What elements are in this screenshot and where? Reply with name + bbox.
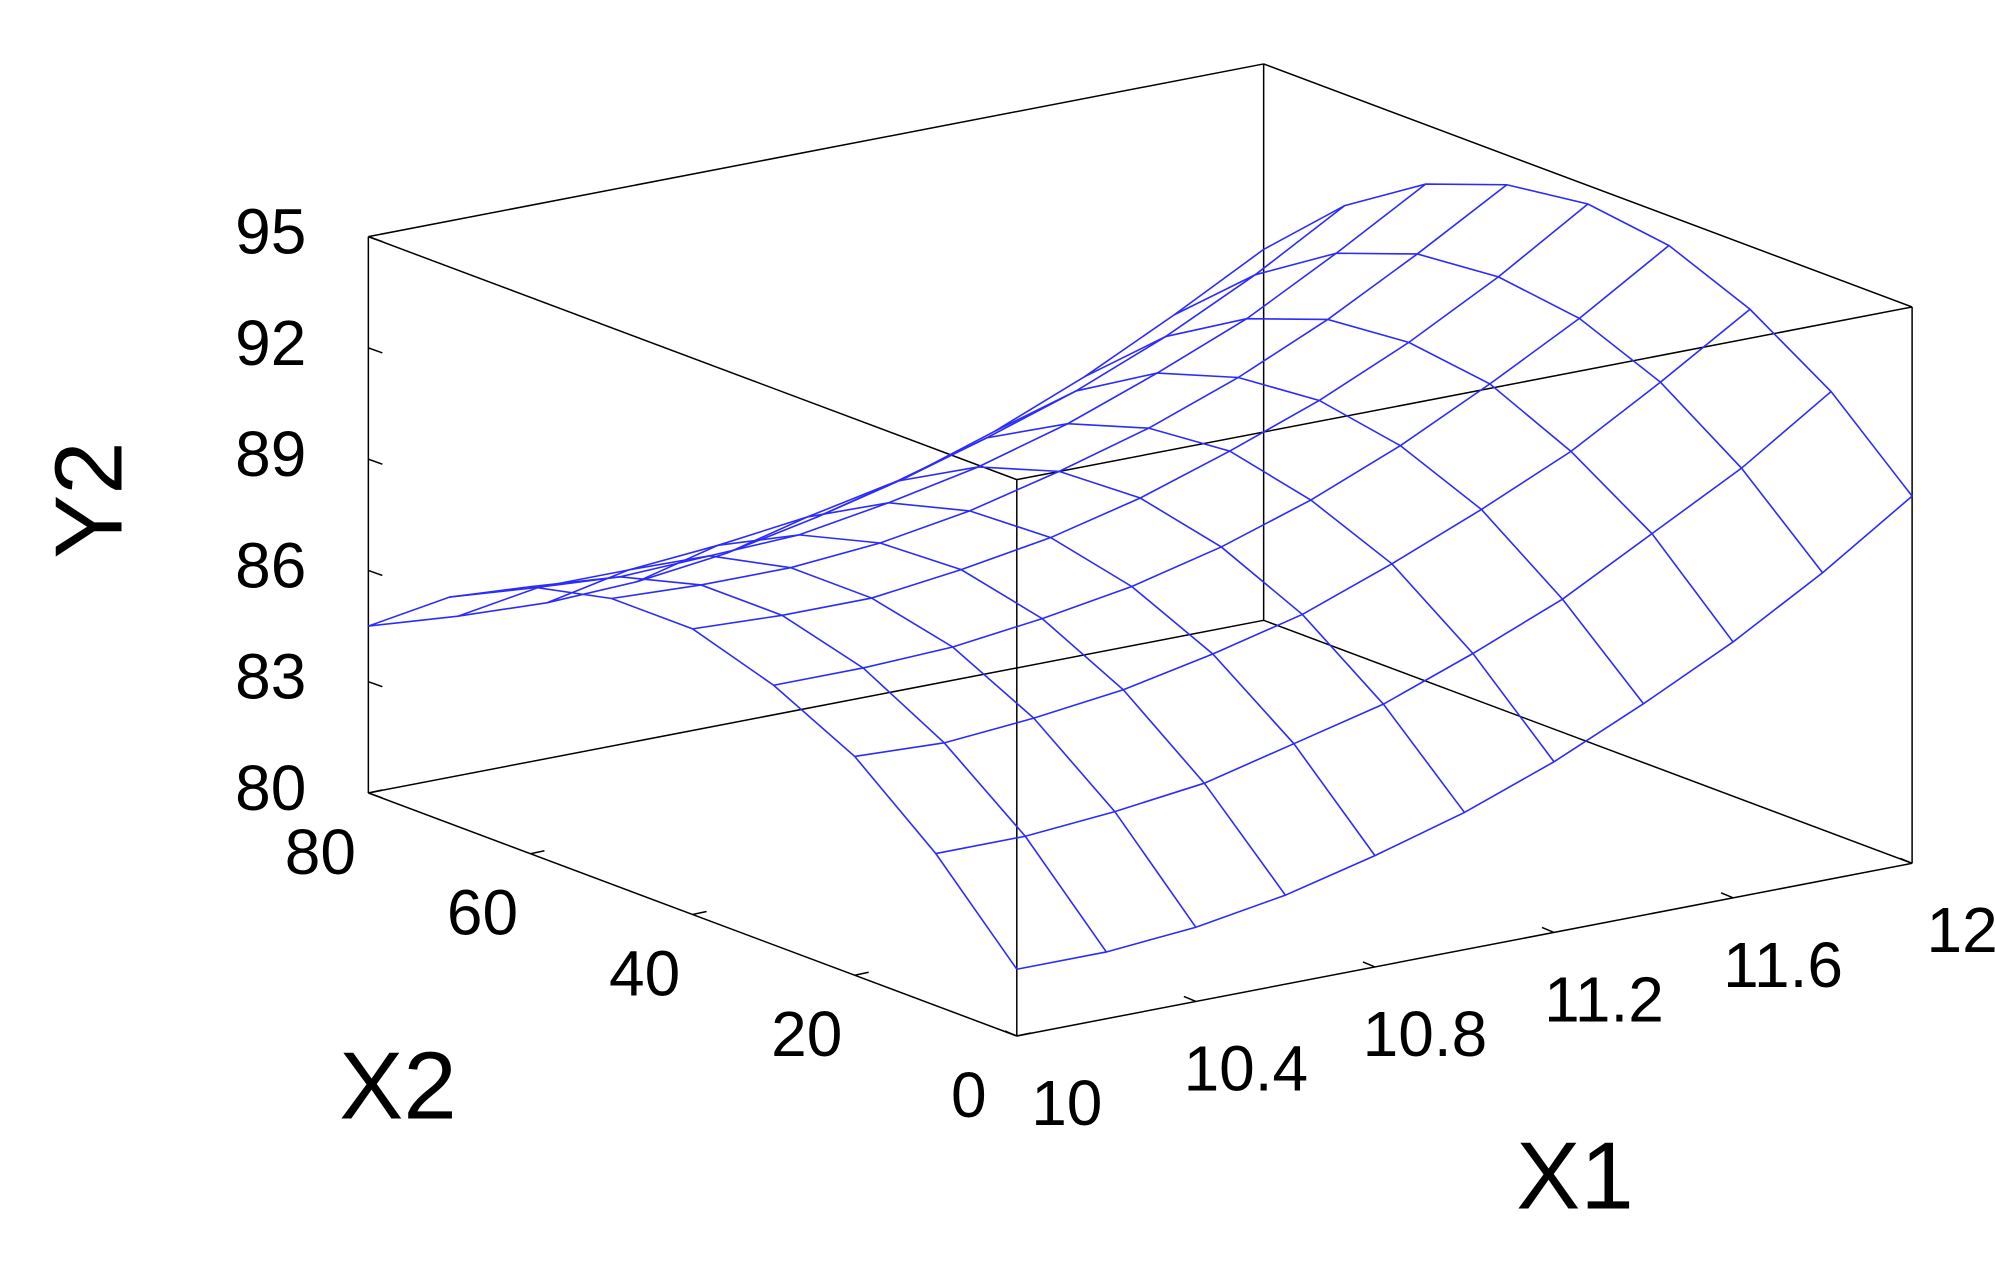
y-tick-label: 80 [285, 816, 356, 888]
surface-column [815, 466, 1466, 813]
x-tick-label: 11.2 [1544, 963, 1664, 1035]
z-axis-title: Y2 [35, 441, 142, 558]
x-tick-label: 12 [1927, 894, 1995, 966]
y-tick-label: 60 [447, 877, 518, 949]
surface-row [854, 308, 1751, 758]
x-tick [1362, 961, 1376, 968]
z-tick-label: 92 [235, 307, 306, 379]
x-tick [1004, 1030, 1018, 1037]
surface-row [449, 204, 1346, 598]
box-edges [367, 63, 1913, 1037]
y-tick-label: 40 [609, 937, 680, 1009]
surface-row [935, 390, 1832, 855]
surface-row [1016, 495, 1913, 971]
z-tick-label: 86 [235, 529, 306, 601]
y-tick [1016, 1032, 1031, 1037]
z-tick-label: 89 [235, 418, 306, 490]
surface-column [368, 585, 1018, 970]
y-axis-title: X2 [339, 1032, 456, 1139]
surface-column [994, 372, 1645, 705]
y-tick [530, 849, 545, 855]
surface-column [726, 501, 1376, 857]
x-tick-label: 10.8 [1363, 998, 1488, 1070]
x-tick-label: 10 [1031, 1067, 1102, 1139]
y-tick [692, 910, 707, 916]
surface-column [905, 422, 1555, 763]
z-tick-label: 95 [235, 196, 306, 268]
z-tick [368, 681, 383, 688]
z-tick-label: 83 [235, 641, 306, 713]
x-tick-label: 10.4 [1184, 1032, 1309, 1104]
y-tick-label: 0 [951, 1059, 987, 1131]
surface-column [457, 576, 1107, 953]
x-tick [1899, 857, 1913, 865]
surface-row [692, 203, 1589, 630]
x-tick [1183, 995, 1197, 1003]
x-tick-label: 11.6 [1723, 929, 1843, 1001]
z-tick [368, 792, 383, 799]
z-tick [368, 347, 383, 354]
y-tick-label: 20 [771, 998, 842, 1070]
x-axis-title: X1 [1516, 1122, 1633, 1229]
y-tick [854, 971, 869, 976]
surface-column [1263, 183, 1913, 497]
x-tick [1541, 926, 1555, 934]
z-tick [368, 458, 383, 465]
surface-column [547, 555, 1197, 928]
y-tick [368, 789, 383, 794]
surface-column [1173, 252, 1824, 574]
z-tick [368, 569, 383, 577]
x-tick [1720, 892, 1734, 899]
z-tick-label: 80 [235, 752, 306, 824]
surface-column [636, 534, 1287, 896]
z-tick [368, 235, 383, 243]
surface-column [1084, 317, 1734, 643]
surface-row [530, 183, 1427, 588]
